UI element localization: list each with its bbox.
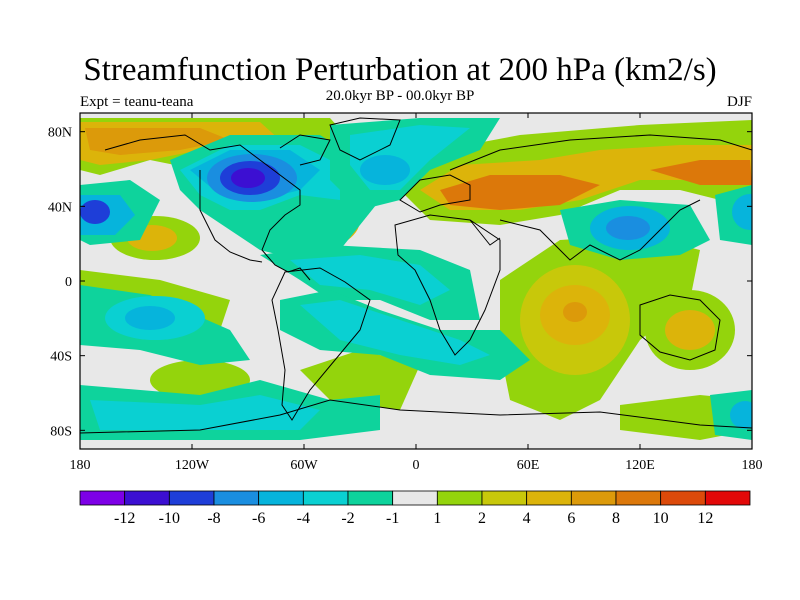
contour-region (290, 255, 450, 305)
colorbar-swatch (704, 490, 751, 506)
colorbar-swatch (481, 490, 528, 506)
contour-region (606, 216, 650, 240)
colorbar-swatch (124, 490, 170, 506)
x-tick-label: 180 (70, 458, 91, 473)
colorbar-swatch (526, 490, 572, 506)
colorbar-swatch (213, 490, 260, 506)
colorbar-label: 1 (433, 510, 441, 527)
x-tick-label: 60E (517, 458, 540, 473)
x-tick-label: 60W (290, 458, 318, 473)
y-tick-label: 40N (48, 200, 72, 215)
colorbar-label: 2 (478, 510, 486, 527)
colorbar-swatch (302, 490, 349, 506)
colorbar-swatch (258, 490, 304, 506)
colorbar-swatch (615, 490, 662, 506)
y-tick-label: 80N (48, 126, 72, 141)
y-tick-label: 40S (50, 350, 72, 365)
colorbar-label: 8 (612, 510, 620, 527)
colorbar-swatch (660, 490, 706, 506)
y-axis: 80N 40N 0 40S 80S (48, 126, 752, 439)
colorbar-label: 10 (653, 510, 669, 527)
x-axis: 180 120W 60W 0 60E 120E 180 (70, 113, 763, 473)
experiment-label: Expt = teanu-teana (80, 94, 194, 110)
colorbar-swatch (79, 490, 126, 506)
contour-region (650, 160, 752, 185)
coastlines (80, 117, 752, 434)
filled-contours (80, 117, 752, 440)
contour-region (563, 302, 587, 322)
contour-region (300, 350, 420, 410)
contour-region (730, 401, 752, 429)
colorbar-label: 4 (523, 510, 531, 527)
colorbar-label: -10 (159, 510, 180, 527)
y-tick-label: 80S (50, 424, 72, 439)
colorbar-label: 12 (697, 510, 713, 527)
x-tick-label: 120E (625, 458, 655, 473)
map-title: Streamfunction Perturbation at 200 hPa (… (83, 52, 717, 88)
colorbar-label: -4 (297, 510, 310, 527)
colorbar-swatch (570, 490, 617, 506)
contour-region (125, 306, 175, 330)
contour-region (90, 395, 320, 430)
colorbar-swatch (436, 490, 483, 506)
season-label: DJF (726, 94, 752, 110)
contour-region (360, 155, 410, 185)
y-tick-label: 0 (65, 275, 72, 290)
contour-region (665, 310, 715, 350)
colorbar-label: -2 (341, 510, 354, 527)
contour-region (231, 168, 265, 188)
x-tick-label: 120W (175, 458, 210, 473)
colorbar-label: 6 (567, 510, 575, 527)
x-tick-label: 0 (413, 458, 420, 473)
colorbar-swatch (347, 490, 394, 506)
contour-region (732, 194, 752, 230)
colorbar-swatch (392, 490, 438, 506)
colorbar-label: -12 (114, 510, 135, 527)
contour-region (80, 200, 110, 224)
map-subtitle: 20.0kyr BP - 00.0kyr BP (325, 88, 475, 104)
colorbar-swatch (168, 490, 215, 506)
contour-region (440, 175, 600, 210)
colorbar-label: -6 (252, 510, 265, 527)
colorbar-label: -8 (207, 510, 220, 527)
colorbar-label: -1 (386, 510, 399, 527)
colorbar: -12 -10 -8 -6 -4 -2 -1 1 2 4 6 8 10 12 (79, 490, 751, 527)
contour-region (85, 128, 230, 155)
x-tick-label: 180 (742, 458, 763, 473)
contour-region (300, 300, 490, 365)
